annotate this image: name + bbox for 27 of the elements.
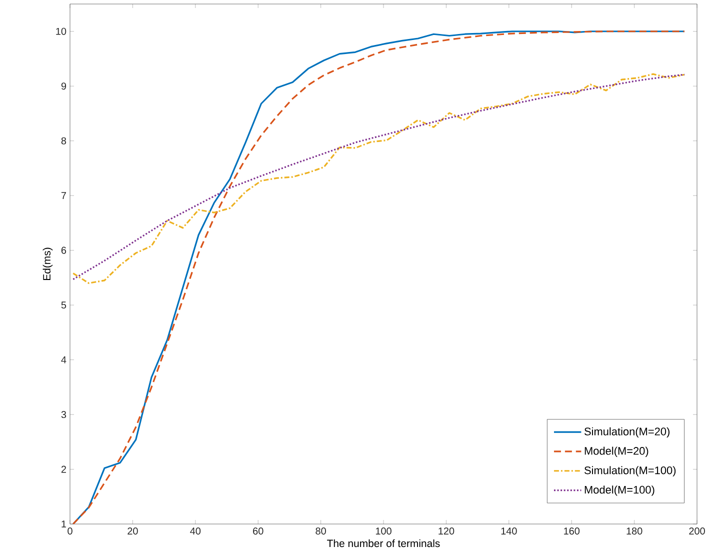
legend-label: Simulation(M=20): [584, 427, 670, 438]
y-tick-label: 1: [62, 520, 66, 528]
legend-label: Simulation(M=100): [584, 466, 676, 476]
y-tick-label: 9: [61, 82, 66, 90]
legend-label: Model(M=20): [584, 446, 648, 457]
x-tick-label: 80: [316, 528, 326, 535]
y-tick-label: 2: [61, 466, 66, 473]
y-tick-label: 3: [61, 411, 66, 418]
y-axis-title: Ed(ms): [42, 248, 53, 280]
x-tick-label: 20: [128, 528, 138, 535]
x-tick-label: 200: [689, 528, 705, 535]
legend-label: Model(M=100): [584, 486, 654, 496]
x-tick-label: 160: [564, 528, 580, 535]
y-tick-label: 7: [61, 192, 66, 200]
x-tick-label: 0: [68, 528, 72, 535]
y-tick-label: 5: [61, 302, 66, 309]
x-tick-label: 120: [438, 528, 454, 535]
x-tick-label: 100: [376, 528, 392, 535]
x-axis-title: The number of terminals: [327, 539, 440, 548]
x-tick-label: 40: [190, 528, 201, 535]
x-tick-label: 140: [501, 528, 517, 535]
x-tick-label: 180: [626, 528, 642, 535]
y-tick-label: 6: [61, 246, 66, 254]
y-tick-label: 10: [56, 28, 66, 35]
x-tick-label: 60: [253, 528, 264, 535]
y-tick-label: 8: [61, 137, 66, 144]
y-tick-label: 4: [61, 356, 66, 364]
